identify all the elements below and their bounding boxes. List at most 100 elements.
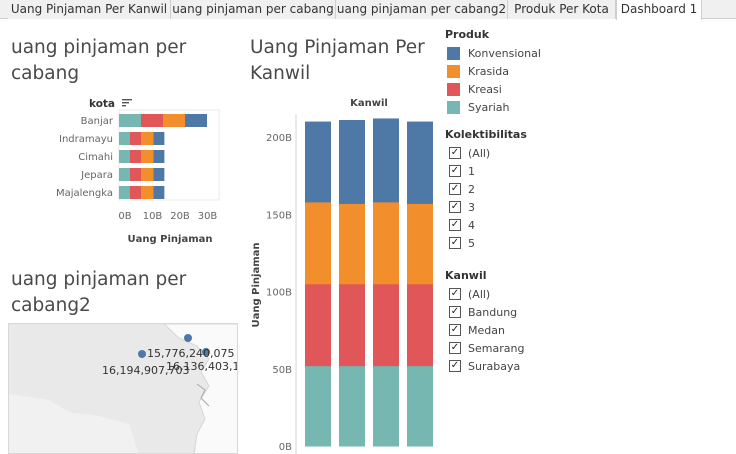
bar-segment[interactable]: [163, 114, 185, 127]
checkbox-checked-icon[interactable]: ✓: [449, 288, 461, 300]
category-label: Indramayu: [59, 134, 113, 145]
map-point[interactable]: [202, 348, 210, 356]
checkbox-checked-icon[interactable]: ✓: [449, 342, 461, 354]
bar-segment[interactable]: [407, 365, 433, 447]
bar-segment[interactable]: [407, 203, 433, 285]
option-label: 2: [468, 183, 475, 196]
bar-segment[interactable]: [407, 283, 433, 367]
map-value-label: 16,136,403,16: [166, 360, 237, 373]
kota-header[interactable]: kota: [89, 98, 132, 110]
bar-segment[interactable]: [119, 150, 130, 163]
cabang-bar-chart[interactable]: Banjar Indramayu Cimahi Jepara Majalengka 0B 1…: [0, 108, 240, 248]
x-tick-label: 30B: [198, 211, 218, 222]
bar-segment[interactable]: [141, 114, 163, 127]
bar-segment[interactable]: [153, 150, 165, 163]
y-axis-title: Uang Pinjaman: [251, 243, 262, 328]
bar-segment[interactable]: [373, 283, 399, 367]
legend-label: Krasida: [468, 65, 509, 78]
bar-segment[interactable]: [153, 132, 165, 145]
column-header: Kanwil: [350, 98, 388, 109]
bar-segment[interactable]: [373, 201, 399, 285]
tab-produk-per-kota[interactable]: Produk Per Kota: [508, 0, 616, 19]
bar-segment[interactable]: [153, 168, 165, 181]
kanwil-stacked-bar-chart[interactable]: Kanwil 0B 50B 100B 150B 200B Uang Pinjaman: [244, 90, 444, 454]
y-tick-label: 150B: [266, 210, 292, 221]
checkbox-checked-icon[interactable]: ✓: [449, 306, 461, 318]
bar-segment[interactable]: [305, 365, 331, 447]
category-label: Banjar: [81, 116, 114, 127]
bar-segment[interactable]: [119, 186, 130, 199]
y-tick-label: 100B: [266, 288, 292, 299]
checkbox-checked-icon[interactable]: ✓: [449, 360, 461, 372]
y-tick-label: 50B: [272, 365, 292, 376]
legend-label: Syariah: [468, 101, 510, 114]
bar-segment[interactable]: [407, 121, 433, 204]
bar-segment[interactable]: [185, 114, 207, 127]
x-tick-label: 10B: [143, 211, 163, 222]
x-tick-label: 20B: [170, 211, 190, 222]
cabang2-map[interactable]: 15,776,240,075 16,194,907,703 16,136,403…: [8, 323, 238, 454]
checkbox-checked-icon[interactable]: ✓: [449, 219, 461, 231]
bar-segment[interactable]: [130, 186, 141, 199]
bar-segment[interactable]: [141, 186, 154, 199]
tab-uang-pinjaman-per-cabang[interactable]: uang pinjaman per cabang: [171, 0, 336, 19]
tab-uang-pinjaman-per-kanwil[interactable]: Uang Pinjaman Per Kanwil: [8, 0, 171, 19]
legend-swatch: [447, 47, 460, 60]
bar-segment[interactable]: [130, 150, 141, 163]
bar-segment[interactable]: [339, 120, 365, 204]
legend-label: Kreasi: [468, 83, 502, 96]
bar-segment[interactable]: [339, 365, 365, 447]
bar-segment[interactable]: [130, 132, 141, 145]
bar-segment[interactable]: [305, 283, 331, 367]
bar-segment[interactable]: [130, 168, 141, 181]
map-land-shapes: [9, 324, 237, 453]
kolektibilitas-filter-title: Kolektibilitas: [445, 128, 527, 141]
kanwil-chart-title: Uang Pinjaman Per Kanwil: [250, 35, 425, 87]
bar-segment[interactable]: [141, 168, 154, 181]
bar-segment[interactable]: [305, 121, 331, 203]
cabang-chart-title: uang pinjaman per cabang: [11, 35, 186, 87]
map-point[interactable]: [138, 350, 146, 358]
kanwil-title-line2: Kanwil: [250, 63, 311, 84]
cabang-title-line2: cabang: [11, 63, 80, 84]
cabang2-title-line1: uang pinjaman per: [11, 269, 187, 290]
checkbox-checked-icon[interactable]: ✓: [449, 237, 461, 249]
bar-segment[interactable]: [141, 150, 154, 163]
checkbox-checked-icon[interactable]: ✓: [449, 165, 461, 177]
option-label: 5: [468, 237, 475, 250]
legend-label: Konvensional: [468, 47, 541, 60]
option-label: (All): [468, 288, 491, 301]
tab-dashboard-1[interactable]: Dashboard 1: [616, 0, 702, 20]
checkbox-checked-icon[interactable]: ✓: [449, 147, 461, 159]
legend-swatch: [447, 65, 460, 78]
sheet-tab-bar: Uang Pinjaman Per Kanwil uang pinjaman p…: [0, 0, 736, 20]
map-value-label: 15,776,240,075: [147, 347, 235, 360]
category-label: Cimahi: [78, 152, 113, 163]
produk-legend-title: Produk: [445, 28, 490, 41]
checkbox-checked-icon[interactable]: ✓: [449, 183, 461, 195]
bar-segment[interactable]: [305, 201, 331, 285]
option-label: 1: [468, 165, 475, 178]
category-label: Majalengka: [56, 188, 113, 199]
bar-segment[interactable]: [373, 365, 399, 447]
y-tick-label: 0B: [279, 442, 292, 453]
bar-segment[interactable]: [339, 203, 365, 285]
tab-uang-pinjaman-per-cabang2[interactable]: uang pinjaman per cabang2: [336, 0, 508, 19]
option-label: Bandung: [468, 306, 518, 319]
checkbox-checked-icon[interactable]: ✓: [449, 201, 461, 213]
bar-segment[interactable]: [119, 132, 130, 145]
sort-descending-icon[interactable]: [121, 98, 132, 110]
checkbox-checked-icon[interactable]: ✓: [449, 324, 461, 336]
option-label: Surabaya: [468, 360, 521, 373]
category-label: Jepara: [80, 170, 113, 181]
map-point[interactable]: [184, 334, 192, 342]
bar-segment[interactable]: [153, 186, 165, 199]
y-tick-label: 200B: [266, 133, 292, 144]
bar-segment[interactable]: [141, 132, 154, 145]
legend-swatch: [447, 101, 460, 114]
bar-segment[interactable]: [339, 283, 365, 367]
bar-segment[interactable]: [373, 118, 399, 203]
option-label: Medan: [468, 324, 505, 337]
bar-segment[interactable]: [119, 168, 130, 181]
bar-segment[interactable]: [119, 114, 141, 127]
